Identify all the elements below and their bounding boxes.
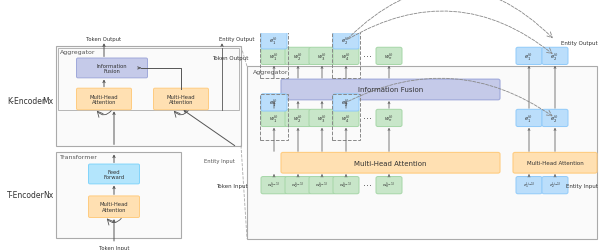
Text: $w_4^{(i\!-\!1)}$: $w_4^{(i\!-\!1)}$ <box>339 180 353 191</box>
FancyBboxPatch shape <box>516 177 542 194</box>
Text: Feed
Forward: Feed Forward <box>103 169 125 180</box>
Bar <box>56 152 181 238</box>
FancyBboxPatch shape <box>281 153 500 174</box>
Text: Information
Fusion: Information Fusion <box>97 63 127 74</box>
FancyBboxPatch shape <box>285 48 311 65</box>
FancyBboxPatch shape <box>89 196 139 218</box>
FancyBboxPatch shape <box>542 177 568 194</box>
FancyBboxPatch shape <box>285 177 311 194</box>
Text: $w_2^{(i\!-\!1)}$: $w_2^{(i\!-\!1)}$ <box>291 180 305 191</box>
FancyBboxPatch shape <box>285 110 311 127</box>
FancyBboxPatch shape <box>261 94 287 112</box>
FancyBboxPatch shape <box>516 110 542 127</box>
Text: $e_1^{(i)}$: $e_1^{(i)}$ <box>269 97 278 109</box>
Text: $w_n^{(i)}$: $w_n^{(i)}$ <box>384 113 394 124</box>
Text: ···: ··· <box>362 52 371 62</box>
Text: Token Output: Token Output <box>86 37 122 42</box>
Text: Token Output: Token Output <box>212 56 248 61</box>
FancyBboxPatch shape <box>542 110 568 127</box>
FancyBboxPatch shape <box>154 89 209 110</box>
Bar <box>332 94 360 141</box>
FancyBboxPatch shape <box>89 164 139 184</box>
Text: $w_3^{(i)}$: $w_3^{(i)}$ <box>317 113 327 124</box>
Text: $e_2^{(i)}$: $e_2^{(i)}$ <box>341 36 350 47</box>
Text: $e_1^{(i)}$: $e_1^{(i)}$ <box>269 36 278 47</box>
Bar <box>247 67 597 239</box>
Text: Entity Output: Entity Output <box>219 37 255 42</box>
Bar <box>260 32 288 79</box>
Text: $w_4^{(i)}$: $w_4^{(i)}$ <box>341 51 351 62</box>
FancyBboxPatch shape <box>281 80 500 100</box>
Bar <box>58 49 239 111</box>
Text: $e_2^{(i\!-\!1)}$: $e_2^{(i\!-\!1)}$ <box>549 180 561 191</box>
FancyBboxPatch shape <box>261 48 287 65</box>
Text: Token Input: Token Input <box>99 245 129 250</box>
Text: $w_3^{(i\!-\!1)}$: $w_3^{(i\!-\!1)}$ <box>315 180 329 191</box>
Text: T-Encoder: T-Encoder <box>7 190 45 199</box>
Text: Multi-Head
Attention: Multi-Head Attention <box>167 94 196 105</box>
Text: $w_3^{(i)}$: $w_3^{(i)}$ <box>317 51 327 62</box>
FancyBboxPatch shape <box>376 110 402 127</box>
Text: Mx: Mx <box>43 97 53 106</box>
FancyBboxPatch shape <box>309 48 335 65</box>
FancyBboxPatch shape <box>261 177 287 194</box>
Text: Multi-Head
Attention: Multi-Head Attention <box>89 94 118 105</box>
FancyBboxPatch shape <box>309 110 335 127</box>
Text: $w_2^{(i)}$: $w_2^{(i)}$ <box>293 113 303 124</box>
Text: Entity Output: Entity Output <box>562 40 598 46</box>
Text: $e_2^{(i)}$: $e_2^{(i)}$ <box>341 97 350 109</box>
Text: $e_1^{(i)}$: $e_1^{(i)}$ <box>524 113 533 124</box>
Text: ···: ··· <box>362 114 371 124</box>
Text: Aggregator: Aggregator <box>253 70 289 74</box>
Text: $e_1^{(i)}$: $e_1^{(i)}$ <box>524 51 533 62</box>
FancyBboxPatch shape <box>516 48 542 65</box>
FancyBboxPatch shape <box>333 110 359 127</box>
FancyBboxPatch shape <box>261 110 287 127</box>
Bar <box>56 47 241 146</box>
FancyBboxPatch shape <box>333 177 359 194</box>
FancyBboxPatch shape <box>309 177 335 194</box>
Text: $w_4^{(i)}$: $w_4^{(i)}$ <box>341 113 351 124</box>
Text: $w_1^{(i)}$: $w_1^{(i)}$ <box>269 51 279 62</box>
Text: Multi-Head
Attention: Multi-Head Attention <box>100 202 128 212</box>
Text: ···: ··· <box>362 180 371 190</box>
Text: $e_2^{(i)}$: $e_2^{(i)}$ <box>550 113 560 124</box>
Text: Token Input: Token Input <box>217 183 248 188</box>
Text: $w_n^{(i\!-\!1)}$: $w_n^{(i\!-\!1)}$ <box>382 180 396 190</box>
FancyBboxPatch shape <box>77 59 148 78</box>
FancyBboxPatch shape <box>333 94 359 112</box>
Text: Entity Input: Entity Input <box>204 158 235 163</box>
Bar <box>332 32 360 79</box>
FancyBboxPatch shape <box>376 177 402 194</box>
FancyBboxPatch shape <box>333 32 359 50</box>
FancyBboxPatch shape <box>376 48 402 65</box>
Text: $e_2^{(i)}$: $e_2^{(i)}$ <box>550 51 560 62</box>
Text: Multi-Head Attention: Multi-Head Attention <box>354 160 427 166</box>
Text: $e_1^{(i\!-\!1)}$: $e_1^{(i\!-\!1)}$ <box>523 180 535 191</box>
FancyBboxPatch shape <box>333 48 359 65</box>
FancyBboxPatch shape <box>261 32 287 50</box>
Text: Transformer: Transformer <box>60 154 98 160</box>
Bar <box>260 94 288 141</box>
Text: $w_n^{(i)}$: $w_n^{(i)}$ <box>384 51 394 62</box>
FancyBboxPatch shape <box>513 153 597 174</box>
Text: Aggregator: Aggregator <box>60 50 95 55</box>
Text: K-Encoder: K-Encoder <box>7 97 45 106</box>
Text: Information Fusion: Information Fusion <box>358 87 423 93</box>
FancyBboxPatch shape <box>542 48 568 65</box>
Text: $w_1^{(i\!-\!1)}$: $w_1^{(i\!-\!1)}$ <box>267 180 281 191</box>
Text: Entity Input: Entity Input <box>566 183 598 188</box>
Text: $w_1^{(i)}$: $w_1^{(i)}$ <box>269 113 279 124</box>
Text: Nx: Nx <box>43 190 53 199</box>
Text: $w_2^{(i)}$: $w_2^{(i)}$ <box>293 51 303 62</box>
FancyBboxPatch shape <box>77 89 131 110</box>
Text: Multi-Head Attention: Multi-Head Attention <box>527 160 583 166</box>
